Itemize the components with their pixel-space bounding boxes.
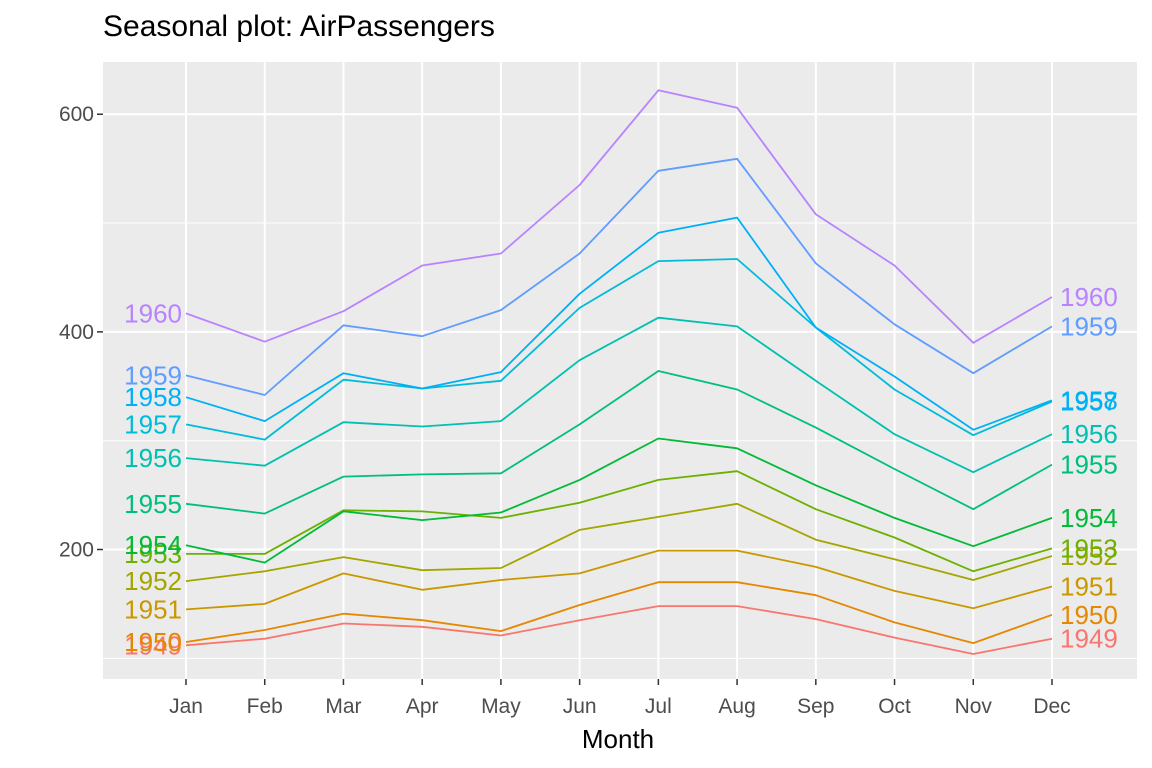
year-label-right-1952: 1952 <box>1060 541 1118 571</box>
year-label-right-1953: 1953 <box>1060 533 1118 563</box>
series-line-1950 <box>185 581 1053 644</box>
year-label-right-1958: 1958 <box>1060 385 1118 415</box>
year-label-right-1957: 1957 <box>1060 387 1118 417</box>
y-tick-label: 600 <box>59 103 94 126</box>
series-line-1949 <box>185 605 1053 655</box>
x-tick-label: Sep <box>797 695 834 718</box>
x-tick-label: Jul <box>645 695 672 718</box>
series-line-1957 <box>185 258 1053 441</box>
y-tick-label: 200 <box>59 539 94 562</box>
year-label-right-1950: 1950 <box>1060 600 1118 630</box>
series-lines <box>185 89 1053 655</box>
series-line-1958 <box>185 216 1053 431</box>
x-tick-label: Dec <box>1033 695 1070 718</box>
year-label-left-1952: 1952 <box>124 566 182 596</box>
year-label-left-1957: 1957 <box>124 409 182 439</box>
x-tick-label: Jan <box>169 695 203 718</box>
year-label-left-1960: 1960 <box>124 298 182 328</box>
axes: 200 400 600 Jan Feb Mar Apr May Jun Jul Aug Sep Oct N… <box>59 103 1071 718</box>
year-label-left-1949: 1949 <box>124 630 182 660</box>
year-label-right-1959: 1959 <box>1060 311 1118 341</box>
year-label-left-1950: 1950 <box>124 627 182 657</box>
series-line-1954 <box>185 437 1053 564</box>
series-line-1959 <box>185 157 1053 396</box>
chart-title: Seasonal plot: AirPassengers <box>103 10 495 43</box>
x-tick-label: Oct <box>878 695 911 718</box>
year-label-right-1954: 1954 <box>1060 503 1118 533</box>
series-line-1960 <box>185 89 1053 344</box>
year-label-right-1960: 1960 <box>1060 282 1118 312</box>
x-tick-label: Aug <box>718 695 755 718</box>
x-tick-label: Nov <box>955 695 993 718</box>
year-label-left-1954: 1954 <box>124 530 182 560</box>
series-line-1951 <box>185 549 1053 611</box>
year-label-left-1953: 1953 <box>124 539 182 569</box>
year-label-left-1955: 1955 <box>124 489 182 519</box>
year-label-right-1949: 1949 <box>1060 624 1118 654</box>
year-label-right-1955: 1955 <box>1060 450 1118 480</box>
year-label-right-1956: 1956 <box>1060 419 1118 449</box>
series-line-1955 <box>185 370 1053 515</box>
plot-panel <box>103 62 1137 679</box>
year-label-right-1951: 1951 <box>1060 572 1118 602</box>
series-line-1952 <box>185 502 1053 582</box>
series-line-1953 <box>186 470 1053 573</box>
x-tick-label: Jun <box>563 695 597 718</box>
year-label-left-1958: 1958 <box>124 382 182 412</box>
x-tick-label: Feb <box>247 695 283 718</box>
grid-lines <box>103 62 1137 679</box>
year-label-left-1956: 1956 <box>124 443 182 473</box>
x-tick-label: Apr <box>406 695 439 718</box>
year-label-left-1951: 1951 <box>124 594 182 624</box>
series-line-1956 <box>185 316 1053 474</box>
x-tick-label: May <box>481 695 521 718</box>
y-tick-label: 400 <box>59 321 94 344</box>
x-tick-label: Mar <box>325 695 361 718</box>
x-axis-title: Month <box>582 724 654 754</box>
year-label-left-1959: 1959 <box>124 360 182 390</box>
